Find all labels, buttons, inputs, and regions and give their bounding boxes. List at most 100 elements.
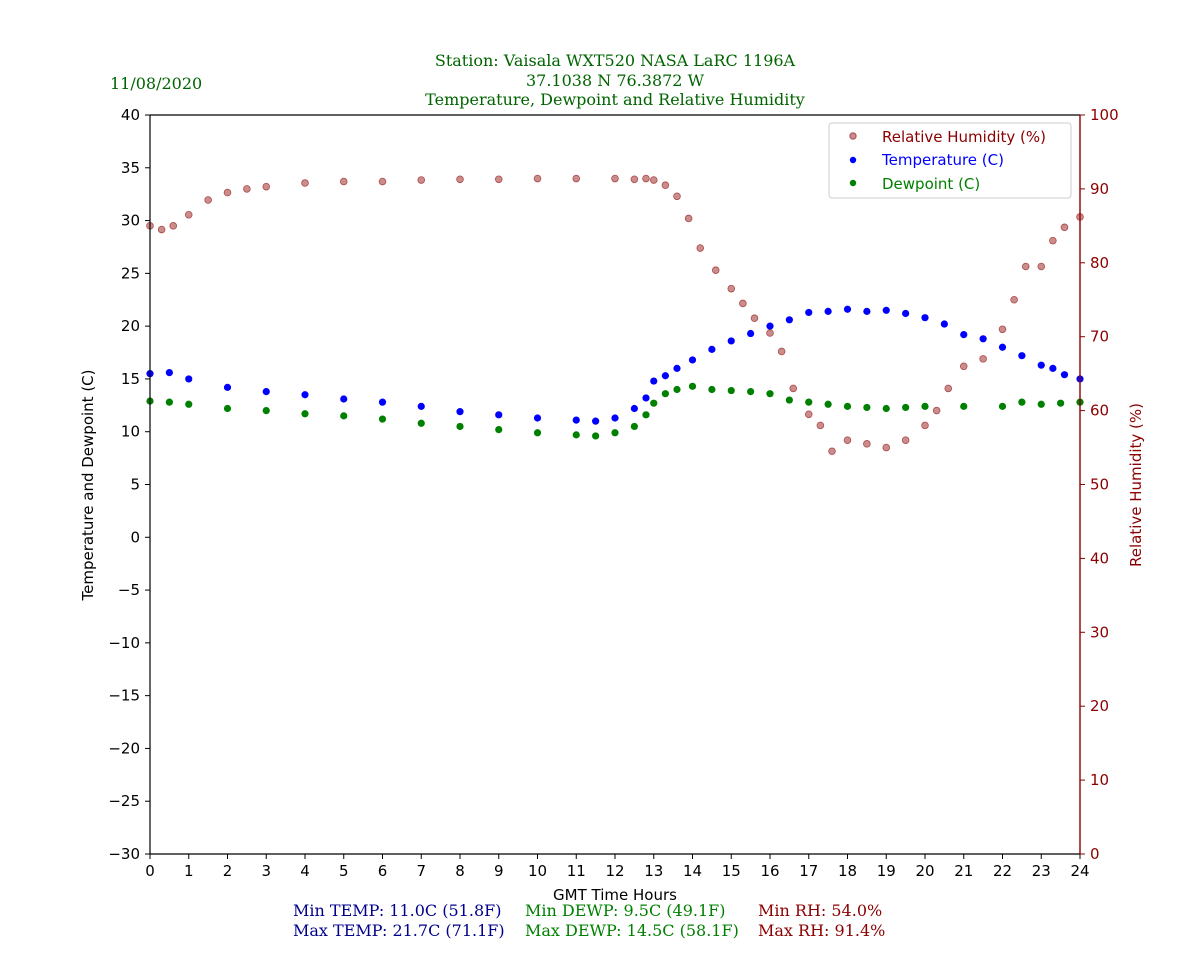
rh-point [378, 177, 387, 186]
temperature-point [301, 391, 309, 399]
temperature-point [223, 383, 232, 391]
y2-tick-label: 90 [1090, 180, 1109, 198]
x-tick-label: 0 [145, 862, 155, 880]
x-tick-label: 5 [339, 862, 349, 880]
y-tick-label: 5 [130, 476, 140, 494]
y2-tick-label: 40 [1090, 549, 1109, 567]
rh-point [863, 440, 871, 448]
temperature-point [863, 307, 871, 315]
y-tick-label: −15 [108, 687, 140, 705]
dewpoint-point [747, 388, 755, 396]
dewpoint-point [630, 422, 638, 431]
x-tick-label: 14 [683, 862, 702, 880]
rh-point [901, 436, 910, 444]
y-tick-label: −10 [108, 634, 140, 652]
rh-point [611, 174, 619, 183]
dewpoint-point [301, 410, 309, 418]
dewpoint-point [998, 402, 1007, 410]
y2-tick-label: 50 [1090, 476, 1109, 494]
legend-marker-rh [849, 132, 857, 140]
temperature-point [1049, 364, 1057, 372]
rh-point [882, 443, 891, 452]
dewpoint-point [262, 407, 270, 415]
temperature-point [998, 343, 1007, 351]
y2-tick-label: 80 [1090, 254, 1109, 272]
dewpoint-point [456, 422, 464, 431]
y-tick-label: 15 [121, 370, 140, 388]
y-axis-label: Temperature and Dewpoint (C) [79, 369, 97, 601]
dewpoint-point [661, 390, 669, 398]
dewpoint-point [863, 403, 871, 412]
dewpoint-point [708, 385, 716, 394]
rh-point [184, 210, 193, 219]
y-tick-label: 10 [121, 423, 140, 441]
temperature-point [592, 417, 600, 425]
rh-point [959, 362, 968, 371]
rh-point [169, 222, 178, 230]
dewpoint-point [165, 398, 173, 406]
y2-tick-label: 0 [1090, 845, 1100, 863]
x-tick-label: 23 [1032, 862, 1051, 880]
legend-marker-dewp [849, 179, 857, 187]
y-tick-label: −25 [108, 792, 140, 810]
data-layer [146, 174, 1084, 456]
date-label: 11/08/2020 [110, 74, 202, 93]
rh-point [711, 266, 720, 274]
rh-point [649, 176, 658, 184]
y2-tick-label: 20 [1090, 697, 1109, 715]
rh-point [843, 436, 852, 444]
rh-point [979, 355, 987, 363]
dewpoint-point [785, 396, 793, 404]
axes-layer: 0 1 2 3 4 5 6 7 8 9 10 11 12 13 14 15 16 17 18 19 20 21 22 23 24… [108, 106, 1118, 880]
dewpoint-point [650, 399, 658, 407]
temperature-point [902, 309, 910, 318]
dewpoint-point [805, 398, 813, 406]
y-tick-label: 25 [121, 264, 140, 282]
x-tick-label: 22 [993, 862, 1012, 880]
dewpoint-point [417, 419, 425, 427]
rh-point [1060, 223, 1069, 232]
chart-title-line3: Temperature, Dewpoint and Relative Humid… [425, 90, 805, 109]
temperature-point [533, 414, 542, 422]
rh-point [766, 329, 774, 337]
y2-tick-label: 70 [1090, 328, 1109, 346]
temperature-point [630, 404, 638, 413]
temperature-point [185, 375, 193, 383]
rh-point [533, 174, 542, 183]
rh-point [456, 175, 464, 184]
x-tick-label: 9 [494, 862, 504, 880]
legend: Relative Humidity (%) Temperature (C) De… [828, 122, 1072, 199]
dewpoint-point [1018, 398, 1026, 406]
x-tick-label: 1 [184, 862, 194, 880]
x-tick-label: 3 [261, 862, 271, 880]
dewpoint-point [727, 386, 735, 395]
x-tick-label: 21 [954, 862, 973, 880]
stat-min-dewp: Min DEWP: 9.5C (49.1F) [525, 901, 726, 920]
temperature-point [766, 322, 774, 330]
x-tick-label: 15 [722, 862, 741, 880]
rh-point [262, 182, 271, 191]
x-tick-label: 18 [838, 862, 857, 880]
temperature-point [673, 364, 681, 372]
x-tick-label: 17 [799, 862, 818, 880]
temperature-point [1018, 352, 1026, 360]
temperature-point [785, 316, 793, 324]
x-tick-label: 12 [605, 862, 624, 880]
x-tick-label: 4 [300, 862, 310, 880]
temperature-point [1037, 361, 1045, 369]
rh-point [998, 325, 1007, 334]
rh-point [1021, 262, 1030, 271]
rh-point [494, 175, 503, 184]
rh-point [727, 284, 736, 293]
x-tick-label: 7 [416, 862, 426, 880]
rh-point [789, 384, 798, 393]
rh-point [339, 177, 348, 186]
dewpoint-point [960, 402, 968, 410]
rh-point [572, 174, 581, 183]
y2-tick-label: 30 [1090, 623, 1109, 641]
y-tick-label: 30 [121, 212, 140, 230]
dewpoint-point [495, 426, 503, 434]
dewpoint-point [1037, 400, 1045, 408]
temperature-point [650, 377, 658, 385]
